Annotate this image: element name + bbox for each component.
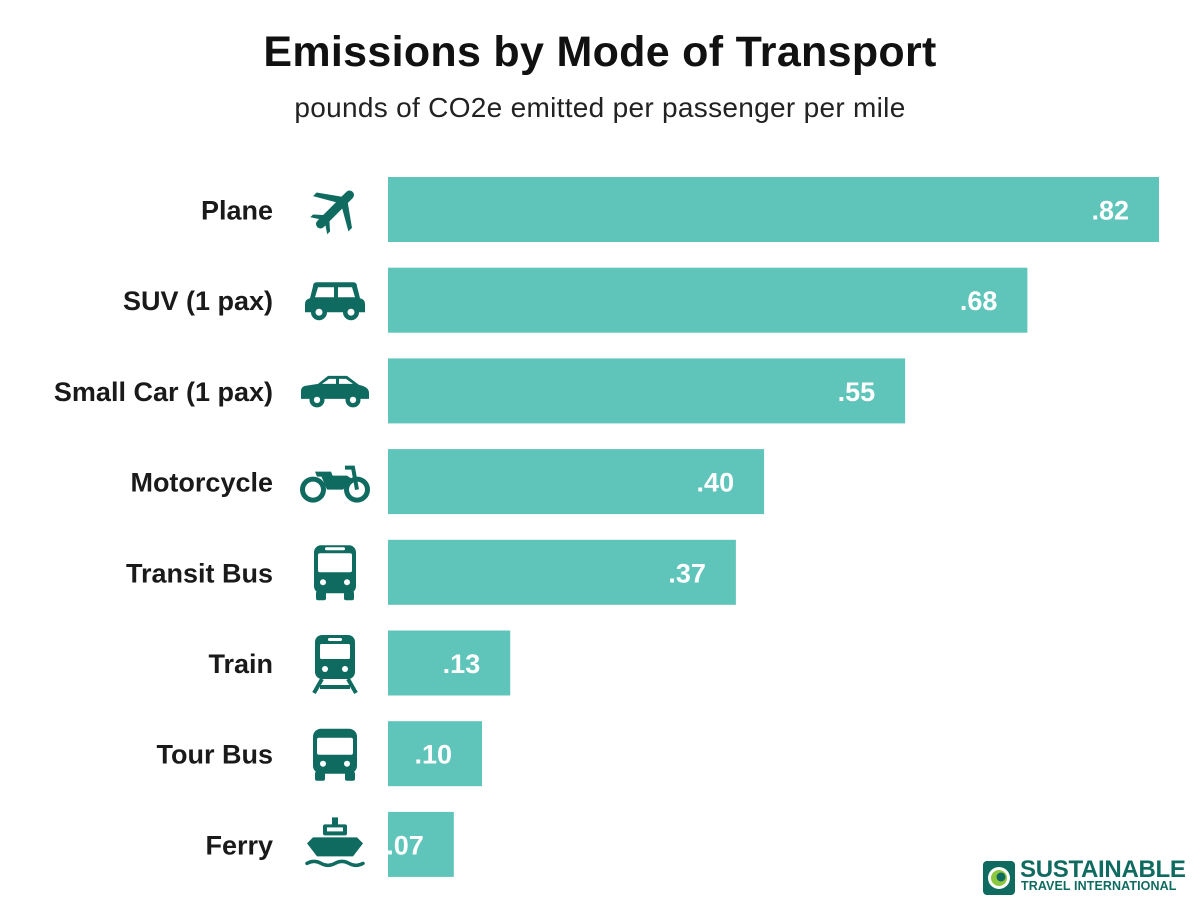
value-label-transit-bus: .37 xyxy=(668,558,706,588)
value-label-motorcycle: .40 xyxy=(697,468,735,498)
bar-ferry xyxy=(388,811,454,877)
value-label-tour-bus: .10 xyxy=(414,740,452,770)
bars-layer xyxy=(388,177,1159,877)
suv-icon xyxy=(305,282,365,321)
bar-small-car xyxy=(388,358,906,424)
value-label-small-car: .55 xyxy=(838,377,876,407)
tour-bus-icon xyxy=(313,728,357,781)
transit-bus-icon xyxy=(314,545,356,601)
bar-plane xyxy=(388,177,1159,242)
plane-icon xyxy=(310,190,354,235)
category-label-transit-bus: Transit Bus xyxy=(126,558,273,588)
bar-motorcycle xyxy=(388,449,765,515)
chart-title: Emissions by Mode of Transport xyxy=(263,28,937,76)
value-label-suv: .68 xyxy=(960,286,998,316)
value-label-train: .13 xyxy=(443,649,481,679)
logo-name: SUSTAINABLE xyxy=(1020,856,1186,883)
bar-train xyxy=(388,630,511,696)
value-label-plane: .82 xyxy=(1091,196,1129,226)
motorcycle-icon xyxy=(300,465,370,503)
category-label-tour-bus: Tour Bus xyxy=(157,740,274,770)
icons-layer xyxy=(300,190,370,868)
category-label-ferry: Ferry xyxy=(205,830,273,860)
ferry-icon xyxy=(305,817,365,868)
bar-tour-bus xyxy=(388,721,483,787)
value-label-ferry: .07 xyxy=(386,830,424,860)
category-label-train: Train xyxy=(208,649,273,679)
category-label-suv: SUV (1 pax) xyxy=(123,286,273,316)
chart-subtitle: pounds of CO2e emitted per passenger per… xyxy=(294,92,906,123)
sustainable-travel-logo: SUSTAINABLE TRAVEL INTERNATIONAL xyxy=(982,856,1186,898)
bar-suv xyxy=(388,267,1028,333)
logo-mark-icon xyxy=(983,861,1015,895)
category-label-small-car: Small Car (1 pax) xyxy=(54,377,273,407)
labels-layer: .82 Plane .68 SUV (1 pax) .55 Small Car (1 pa… xyxy=(54,196,1129,861)
logo-subtitle: TRAVEL INTERNATIONAL xyxy=(1021,879,1177,893)
small-car-icon xyxy=(301,375,369,408)
category-label-plane: Plane xyxy=(201,196,273,226)
bar-transit-bus xyxy=(388,539,736,605)
category-label-motorcycle: Motorcycle xyxy=(130,468,273,498)
train-icon xyxy=(312,635,358,694)
